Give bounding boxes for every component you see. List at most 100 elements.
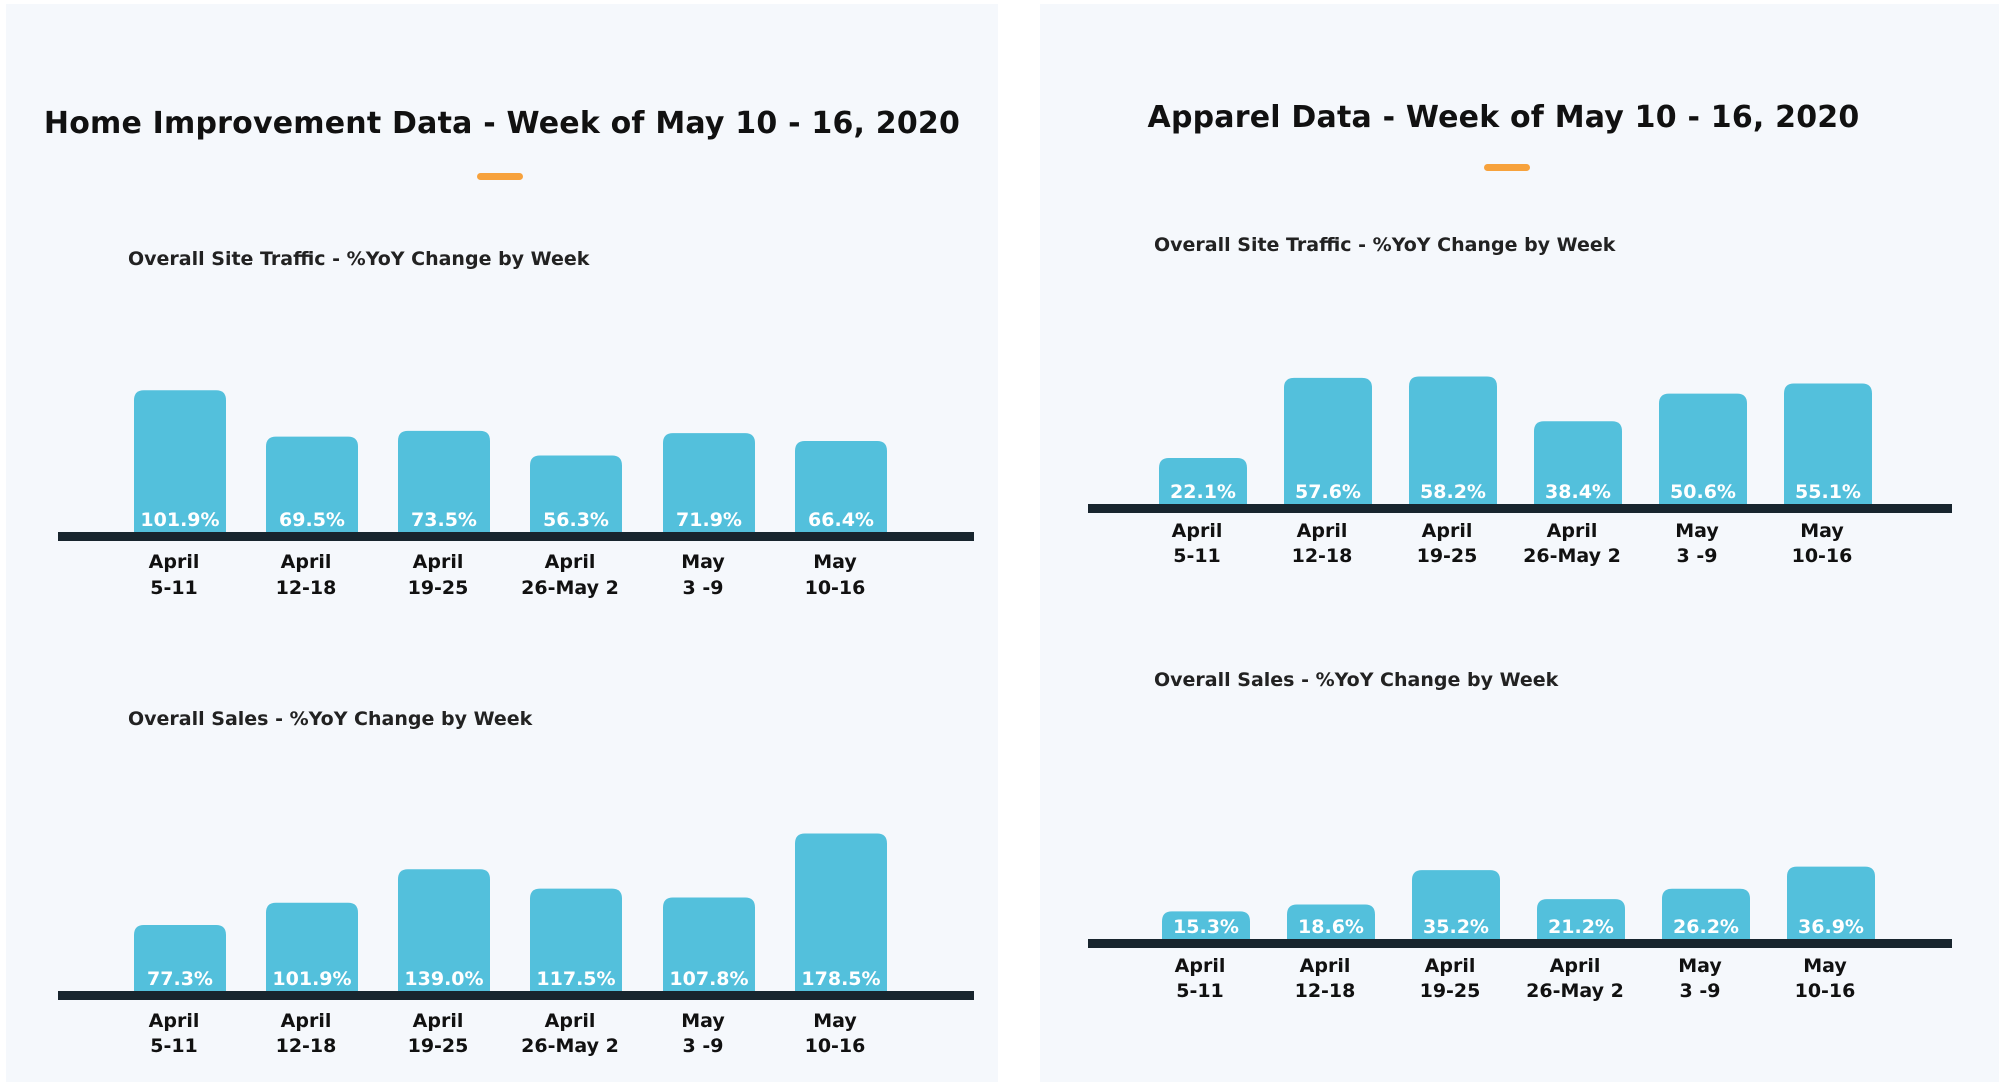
- category-label: April: [1550, 955, 1601, 977]
- bar: [1787, 866, 1875, 943]
- data-label: 139.0%: [404, 968, 483, 990]
- category-label: April: [1172, 520, 1223, 542]
- category-label: 12-18: [1292, 545, 1353, 567]
- category-label: May: [1678, 955, 1722, 977]
- data-label: 101.9%: [272, 968, 351, 990]
- category-label: April: [413, 1010, 464, 1032]
- title-accent-bar: [477, 173, 523, 180]
- data-label: 178.5%: [801, 968, 880, 990]
- bar: [1159, 458, 1247, 508]
- data-label: 58.2%: [1420, 481, 1486, 503]
- bar: [398, 869, 490, 995]
- data-label: 66.4%: [808, 509, 874, 531]
- bar: [530, 455, 622, 536]
- bar: [530, 888, 622, 995]
- chart-subtitle: Overall Sales - %YoY Change by Week: [1154, 669, 1559, 691]
- category-label: April: [281, 551, 332, 573]
- data-label: 35.2%: [1423, 916, 1489, 938]
- bar: [1412, 870, 1500, 943]
- panel-title: Apparel Data - Week of May 10 - 16, 2020: [1147, 100, 1860, 135]
- category-label: 5-11: [1176, 980, 1224, 1002]
- baseline-axis: [58, 532, 974, 541]
- data-label: 38.4%: [1545, 481, 1611, 503]
- category-label: April: [1547, 520, 1598, 542]
- category-label: 10-16: [805, 1035, 866, 1057]
- category-label: May: [813, 551, 857, 573]
- bar: [398, 430, 490, 536]
- data-label: 101.9%: [140, 509, 219, 531]
- data-label: 56.3%: [543, 509, 609, 531]
- bar: [795, 441, 887, 536]
- data-label: 18.6%: [1298, 916, 1364, 938]
- category-label: April: [149, 1010, 200, 1032]
- bar: [795, 833, 887, 995]
- bar: [134, 390, 226, 536]
- category-label: 10-16: [1792, 545, 1853, 567]
- category-label: 3 -9: [683, 1035, 724, 1057]
- data-label: 69.5%: [279, 509, 345, 531]
- category-label: 12-18: [276, 577, 337, 599]
- category-label: 5-11: [150, 1035, 198, 1057]
- bar: [266, 902, 358, 995]
- category-label: 3 -9: [1680, 980, 1721, 1002]
- data-label: 107.8%: [669, 968, 748, 990]
- bar-chart-2: 22.1% April 5-11 57.6% April 12-18 58.2% April 1…: [1088, 376, 1952, 567]
- bar: [1287, 904, 1375, 943]
- bar: [1162, 911, 1250, 943]
- category-label: 12-18: [1295, 980, 1356, 1002]
- category-label: April: [1175, 955, 1226, 977]
- category-label: 19-25: [1417, 545, 1478, 567]
- data-label: 71.9%: [676, 509, 742, 531]
- category-label: 10-16: [805, 577, 866, 599]
- category-label: 3 -9: [1677, 545, 1718, 567]
- bar: [1784, 383, 1872, 508]
- bar: [1537, 899, 1625, 943]
- data-label: 73.5%: [411, 509, 477, 531]
- data-label: 21.2%: [1548, 916, 1614, 938]
- category-label: 5-11: [150, 577, 198, 599]
- category-label: April: [545, 1010, 596, 1032]
- bar: [1662, 888, 1750, 943]
- category-label: May: [1675, 520, 1719, 542]
- category-label: 19-25: [408, 1035, 469, 1057]
- category-label: May: [681, 1010, 725, 1032]
- chart-subtitle: Overall Site Traffic - %YoY Change by We…: [1154, 234, 1616, 256]
- title-accent-bar: [1484, 164, 1530, 171]
- data-label: 117.5%: [536, 968, 615, 990]
- bar: [663, 433, 755, 536]
- category-label: April: [1425, 955, 1476, 977]
- data-label: 55.1%: [1795, 481, 1861, 503]
- bar-chart-0: 101.9% April 5-11 69.5% April 12-18 73.5% April…: [58, 390, 974, 599]
- category-label: May: [813, 1010, 857, 1032]
- bar: [663, 897, 755, 995]
- category-label: April: [1422, 520, 1473, 542]
- data-label: 57.6%: [1295, 481, 1361, 503]
- category-label: April: [1297, 520, 1348, 542]
- baseline-axis: [1088, 939, 1952, 948]
- home-improvement-panel: Home Improvement Data - Week of May 10 -…: [6, 4, 998, 1082]
- data-label: 26.2%: [1673, 916, 1739, 938]
- baseline-axis: [1088, 504, 1952, 513]
- category-label: April: [149, 551, 200, 573]
- category-label: 10-16: [1795, 980, 1856, 1002]
- chart-subtitle: Overall Site Traffic - %YoY Change by We…: [128, 248, 590, 270]
- category-label: April: [545, 551, 596, 573]
- category-label: 26-May 2: [521, 1035, 619, 1057]
- data-label: 50.6%: [1670, 481, 1736, 503]
- category-label: May: [1800, 520, 1844, 542]
- bar: [1659, 393, 1747, 508]
- category-label: 12-18: [276, 1035, 337, 1057]
- category-label: 26-May 2: [1523, 545, 1621, 567]
- category-label: 26-May 2: [521, 577, 619, 599]
- baseline-axis: [58, 991, 974, 1000]
- category-label: 26-May 2: [1526, 980, 1624, 1002]
- data-label: 15.3%: [1173, 916, 1239, 938]
- category-label: April: [281, 1010, 332, 1032]
- panel-title: Home Improvement Data - Week of May 10 -…: [43, 106, 961, 141]
- bar: [1284, 377, 1372, 508]
- category-label: 19-25: [408, 577, 469, 599]
- category-label: 19-25: [1420, 980, 1481, 1002]
- bar-chart-1: 77.3% April 5-11 101.9% April 12-18 139.0% Apri…: [58, 833, 974, 1057]
- data-label: 77.3%: [147, 968, 213, 990]
